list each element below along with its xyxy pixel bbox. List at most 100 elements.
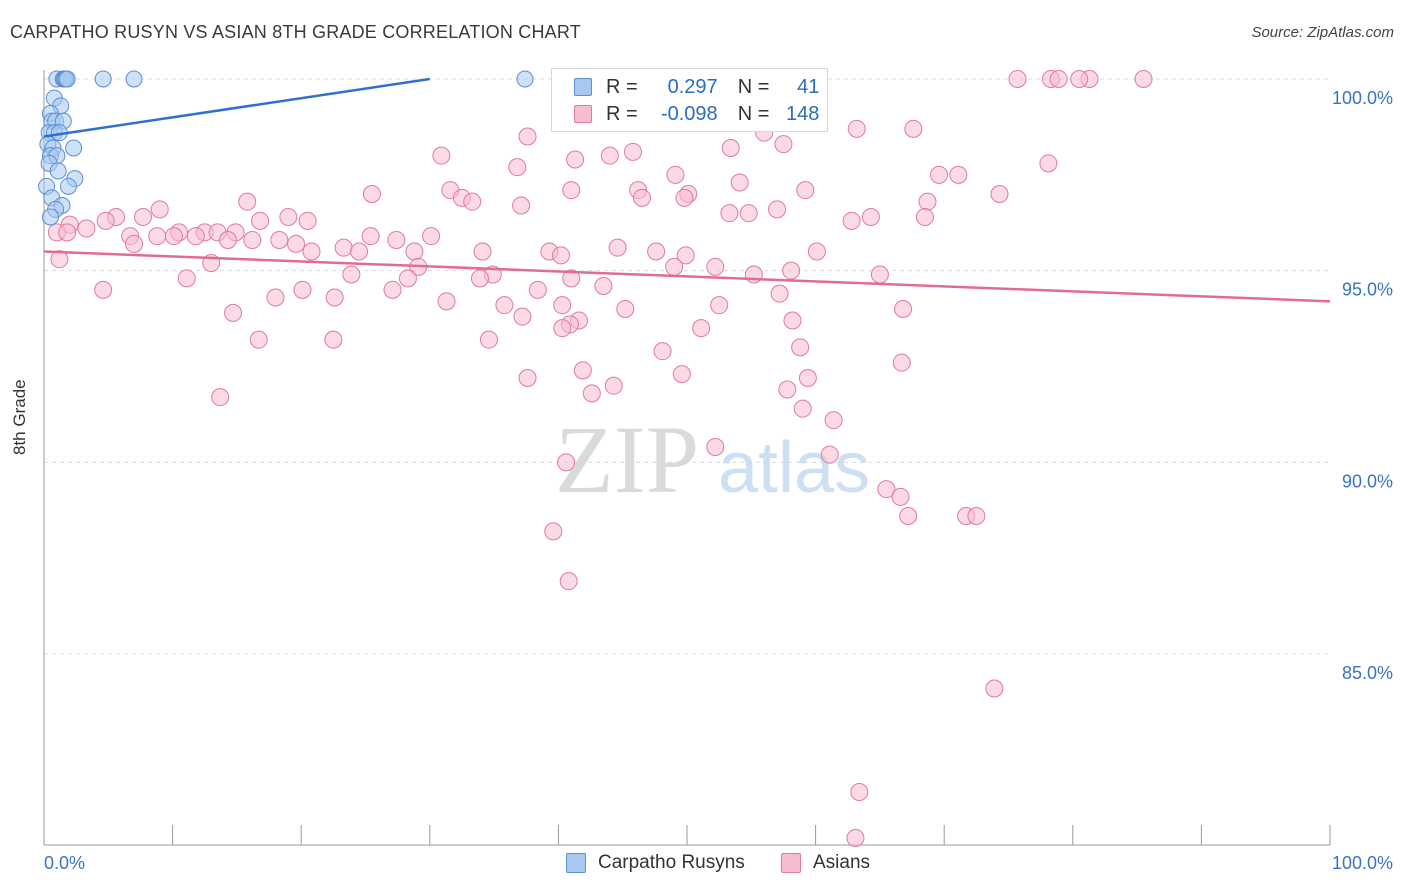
x-tick-label: 100.0% [1332,853,1393,873]
asians-point [672,365,691,384]
asians-point [573,361,592,380]
asians-point [270,231,289,249]
asians-point [706,257,725,276]
asians-point [361,227,380,246]
asians-point [94,280,113,299]
asians-point [325,288,344,307]
asians-point [211,388,230,407]
watermark: ZIP atlas [555,406,870,513]
legend-item-asians: Asians [781,852,870,874]
asians-point [293,280,312,299]
asians-point [623,142,642,161]
asians-point [739,204,758,223]
asians-point [807,242,826,261]
asians-point [251,211,270,230]
asians-point [632,188,651,207]
carpatho-rusyns-trend-line [43,77,430,138]
carpatho-rusyns-point [49,162,67,180]
asians-point [238,192,257,211]
asians-point [249,330,268,349]
asians-point [730,173,749,192]
asians-point [582,384,601,403]
asians-point [842,211,861,230]
asians-point [915,208,934,226]
asians-point [770,284,789,303]
asians-point [782,261,801,280]
asians-point [820,445,839,464]
asians-point [387,231,406,249]
asians-point [861,208,880,226]
y-tick-label: 100.0% [1332,88,1393,108]
asians-point [891,487,910,506]
asians-point [287,234,306,253]
asians-point [949,165,968,184]
asians-point [513,307,532,326]
asians-point [904,119,923,138]
asians-point [551,246,570,265]
asians-point [870,265,889,284]
r-value: -0.098 [660,102,718,125]
n-label: N = [737,75,770,98]
r-label: R = [606,75,638,98]
legend-label: Carpatho Rusyns [598,852,745,873]
asians-point [473,242,492,261]
asians-point [177,269,196,288]
asians-point [676,246,695,265]
asians-point [383,280,402,299]
correlation-legend: R = 0.297 N = 41 R = -0.098 N = 148 [551,68,828,132]
asians-point [224,303,243,322]
asians-point [778,380,797,399]
carpatho-rusyns-points [38,70,534,226]
carpatho-rusyns-point [41,208,59,226]
r-label: R = [606,102,638,125]
asians-point [666,165,685,184]
asians-point [557,453,576,472]
asians-point [432,146,451,165]
asians-point [77,219,96,238]
asians-point [600,146,619,165]
asians-point [125,234,144,253]
asians-point [930,165,949,184]
asians-point [967,507,986,525]
asians-point [150,200,169,219]
asians-point [720,204,739,223]
asians-point [405,242,424,261]
asians-point [847,119,866,138]
asians-point [774,135,793,154]
asians-point [675,188,694,207]
legend-label: Asians [813,852,871,873]
asians-point [918,192,937,211]
y-tick-label: 90.0% [1342,471,1393,491]
asians-point [324,330,343,349]
asians-point [266,288,285,307]
asians-point [608,238,627,257]
legend-swatch-asians [574,105,592,123]
carpatho-rusyns-point [516,70,534,88]
carpatho-rusyns-point [65,139,83,157]
asians-point [850,783,869,801]
asians-point [508,158,527,177]
asians-point [362,185,381,203]
asians-point [990,185,1009,203]
n-value: 148 [786,102,820,125]
asians-point [1049,70,1068,88]
asians-point [721,139,740,157]
asians-point [604,376,623,395]
carpatho-rusyns-point [94,70,112,88]
tick-labels: 85.0% 90.0% 95.0% 100.0% 0.0% 100.0% [44,88,1393,873]
asians-point [877,480,896,499]
asians-point [899,507,918,525]
asians-point [710,296,729,315]
watermark-atlas: atlas [718,428,870,508]
n-label: N = [737,102,770,125]
legend-swatch [781,853,801,873]
asians-point [298,211,317,230]
x-tick-label: 0.0% [44,853,85,873]
asians-point [1008,70,1027,88]
y-tick-label: 85.0% [1342,663,1393,683]
asians-point [302,242,321,261]
asians-point [495,296,514,315]
trend-lines [43,77,1331,303]
y-tick-label: 95.0% [1342,280,1393,300]
